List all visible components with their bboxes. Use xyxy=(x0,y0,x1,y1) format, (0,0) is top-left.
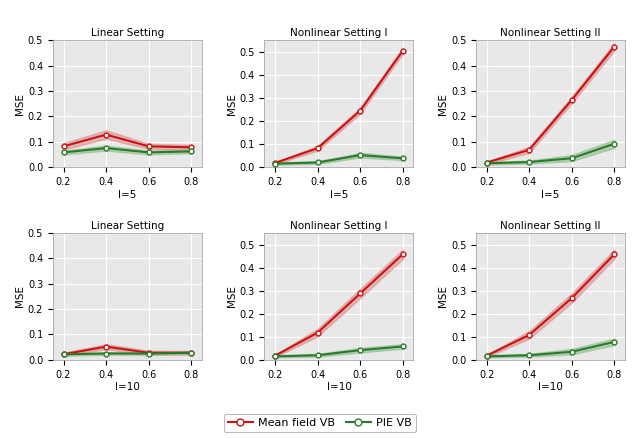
X-axis label: l=5: l=5 xyxy=(541,190,560,200)
X-axis label: l=5: l=5 xyxy=(118,190,136,200)
Y-axis label: MSE: MSE xyxy=(227,286,237,307)
Title: Linear Setting: Linear Setting xyxy=(91,221,164,231)
Y-axis label: MSE: MSE xyxy=(227,93,237,115)
Title: Linear Setting: Linear Setting xyxy=(91,28,164,38)
Y-axis label: MSE: MSE xyxy=(438,93,448,115)
Title: Nonlinear Setting I: Nonlinear Setting I xyxy=(290,28,388,38)
Y-axis label: MSE: MSE xyxy=(438,286,448,307)
Title: Nonlinear Setting II: Nonlinear Setting II xyxy=(500,28,601,38)
X-axis label: l=10: l=10 xyxy=(538,382,563,392)
X-axis label: l=10: l=10 xyxy=(115,382,140,392)
Y-axis label: MSE: MSE xyxy=(15,93,25,115)
X-axis label: l=10: l=10 xyxy=(326,382,351,392)
Title: Nonlinear Setting II: Nonlinear Setting II xyxy=(500,221,601,231)
Title: Nonlinear Setting I: Nonlinear Setting I xyxy=(290,221,388,231)
X-axis label: l=5: l=5 xyxy=(330,190,348,200)
Legend: Mean field VB, PIE VB: Mean field VB, PIE VB xyxy=(223,413,417,432)
Y-axis label: MSE: MSE xyxy=(15,286,25,307)
